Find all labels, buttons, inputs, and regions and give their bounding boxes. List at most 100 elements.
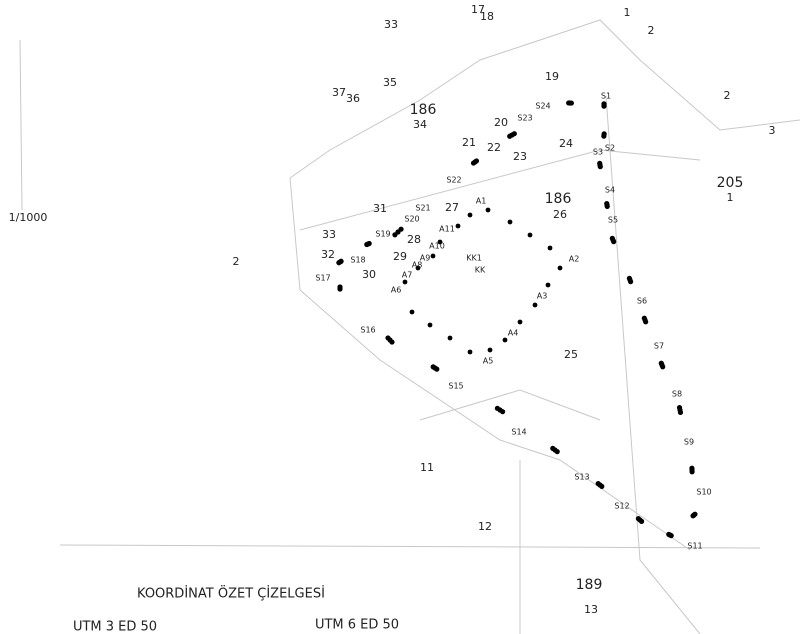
parcel-number: 2 [724, 89, 731, 102]
inner-dot [437, 239, 443, 245]
boundary-dot [611, 239, 617, 245]
boundary-dot [689, 469, 695, 475]
boundary-point-label: S9 [684, 438, 694, 447]
inner-dot [430, 253, 436, 259]
boundary-point-label: S10 [696, 488, 711, 497]
parcel-number: 23 [513, 150, 527, 163]
boundary-dot [511, 131, 517, 137]
boundary-point-label: S17 [315, 274, 330, 283]
parcel-number: 186 [545, 191, 572, 207]
boundary-dot [635, 516, 642, 522]
boundary-point-label: S22 [446, 176, 461, 185]
boundary-point-label: S11 [687, 542, 702, 551]
boundary-dot [666, 531, 672, 538]
inner-dot [467, 349, 473, 355]
inner-dot [545, 282, 551, 288]
boundary-point-label: S19 [375, 230, 390, 239]
boundary-dot [601, 103, 607, 109]
parcel-number: 21 [462, 136, 476, 149]
inner-dot [502, 337, 508, 343]
boundary-point-label: S21 [415, 204, 430, 213]
boundary-dot [628, 279, 634, 285]
boundary-point-label: S2 [605, 144, 615, 153]
control-point-label: KK1 [466, 254, 482, 263]
boundary-dot [385, 335, 391, 341]
parcel-number: 26 [553, 208, 567, 221]
parcel-number: 12 [478, 520, 492, 533]
boundary-point-label: S8 [672, 390, 682, 399]
boundary-dot [595, 481, 601, 487]
inner-point-label: A1 [476, 197, 487, 206]
inner-point-label: A4 [508, 329, 519, 338]
boundary-point-label: S7 [654, 342, 664, 351]
parcel-number: 35 [383, 76, 397, 89]
parcel-number: 189 [576, 577, 603, 593]
parcel-number: 34 [413, 118, 427, 131]
boundary-dot [643, 319, 649, 325]
parcel-number: 3 [769, 124, 776, 137]
parcel-number: 25 [564, 348, 578, 361]
boundary-dot [338, 258, 344, 264]
boundary-dot [677, 409, 684, 415]
boundary-dot [690, 513, 696, 519]
inner-point-label: A7 [402, 271, 413, 280]
boundary-point-label: S4 [605, 186, 615, 195]
boundary-dot [568, 100, 574, 106]
parcel-number: 20 [494, 116, 508, 129]
parcel-number: 27 [445, 201, 459, 214]
boundary-point-label: S15 [448, 382, 463, 391]
parcel-number: 29 [393, 250, 407, 263]
boundary-dot [597, 164, 603, 170]
boundary-point-label: S16 [360, 326, 375, 335]
boundary-point-label: S23 [517, 114, 532, 123]
inner-dot [527, 232, 533, 238]
inner-point-label: A8 [412, 261, 423, 270]
parcel-number: 33 [322, 228, 336, 241]
boundary-dot [430, 364, 436, 370]
inner-point-label: A2 [569, 255, 580, 264]
parcel-number: 30 [362, 268, 376, 281]
projection-label: UTM 6 ED 50 [315, 618, 399, 633]
inner-dot [507, 219, 513, 225]
control-point-label: KK [475, 266, 486, 275]
inner-point-label: A11 [439, 225, 455, 234]
parcel-number: 2 [648, 24, 655, 37]
inner-dot [467, 212, 473, 218]
boundary-dot [473, 158, 480, 164]
table-title: KOORDİNAT ÖZET ÇİZELGESİ [137, 585, 325, 602]
parcel-number: 28 [407, 233, 421, 246]
inner-dot [487, 347, 493, 353]
boundary-point-label: S24 [535, 102, 550, 111]
parcel-number: 205 [717, 175, 744, 191]
boundary-point-label: S12 [614, 502, 629, 511]
parcel-number: 186 [410, 102, 437, 118]
inner-point-label: A5 [483, 357, 494, 366]
inner-dot [427, 322, 433, 328]
parcel-number: 17 [471, 3, 485, 16]
parcel-number: 37 [332, 86, 346, 99]
inner-dot [517, 319, 523, 325]
projection-label: UTM 3 ED 50 [73, 620, 157, 634]
boundary-point-label: S18 [350, 256, 365, 265]
inner-point-label: A3 [537, 292, 548, 301]
boundary-dot [660, 364, 666, 370]
parcel-number: 33 [384, 18, 398, 31]
parcel-number: 2 [233, 255, 240, 268]
boundary-point-label: S3 [593, 148, 603, 157]
parcel-number: 24 [559, 137, 573, 150]
boundary-point-label: S13 [574, 473, 589, 482]
parcel-number: 36 [346, 92, 360, 105]
boundary-point-label: S5 [608, 216, 618, 225]
boundary-dot [601, 133, 607, 139]
scale-label: 1/1000 [9, 211, 48, 224]
parcel-number: 19 [545, 70, 559, 83]
boundary-dot [604, 203, 610, 209]
parcel-number: 11 [420, 461, 434, 474]
boundary-dot [337, 284, 343, 290]
inner-dot [547, 245, 553, 251]
inner-dot [415, 265, 421, 271]
boundary-dot [494, 405, 500, 411]
inner-dot [532, 302, 538, 308]
inner-point-label: A6 [391, 286, 402, 295]
boundary-dot [550, 445, 556, 451]
